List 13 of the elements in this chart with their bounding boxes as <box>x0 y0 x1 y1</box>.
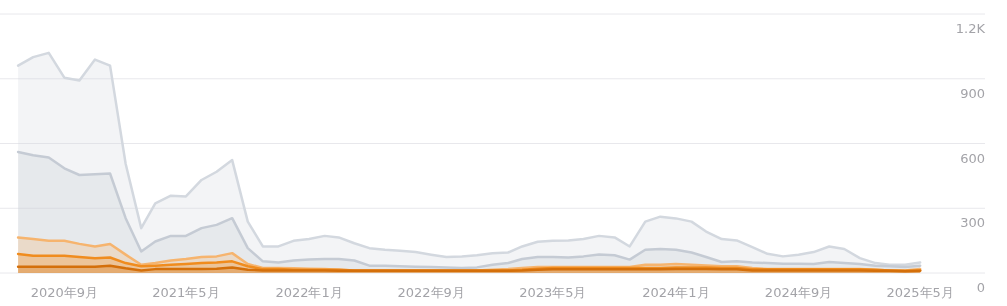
y-tick-label: 300 <box>960 215 985 231</box>
y-tick-label: 0 <box>976 280 985 295</box>
x-tick-label: 2022年1月 <box>275 285 343 300</box>
y-tick-label: 900 <box>960 85 985 101</box>
x-tick-label: 2021年5月 <box>152 285 220 300</box>
x-tick-label: 2023年5月 <box>519 285 587 300</box>
x-tick-label: 2025年5月 <box>886 285 954 300</box>
x-tick-label: 2024年1月 <box>642 285 710 300</box>
x-tick-label: 2024年9月 <box>764 285 833 300</box>
x-tick-label: 2022年9月 <box>397 285 465 300</box>
y-tick-label: 1.2K <box>955 21 986 36</box>
x-tick-label: 2020年9月 <box>30 285 99 300</box>
y-tick-label: 600 <box>960 150 985 166</box>
